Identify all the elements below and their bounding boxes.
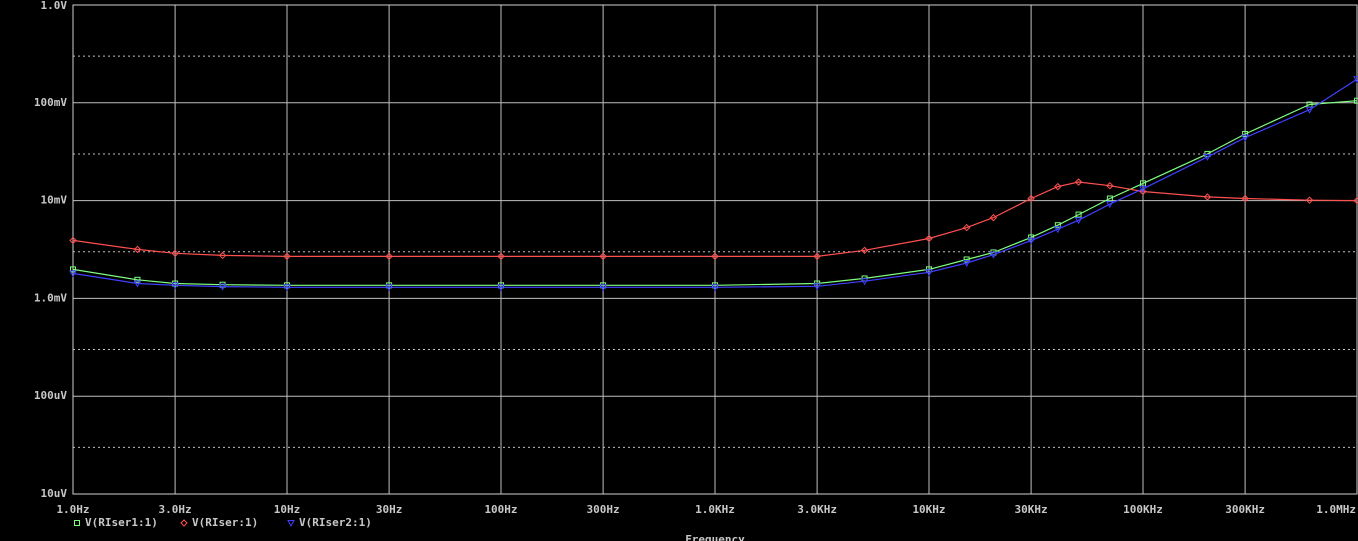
- marker: [989, 213, 998, 222]
- marker: [1106, 201, 1114, 209]
- marker: [171, 282, 179, 290]
- legend-label: V(RIser:1): [192, 516, 258, 529]
- marker: [860, 278, 869, 286]
- marker: [813, 252, 821, 261]
- marker: [1305, 196, 1314, 204]
- x-tick-label: 300Hz: [587, 503, 620, 516]
- marker: [1354, 97, 1358, 104]
- x-tick-label: 1.0Hz: [56, 503, 89, 516]
- marker: [925, 269, 933, 277]
- marker: [1241, 194, 1249, 203]
- marker: [1027, 194, 1035, 203]
- marker: [1074, 217, 1083, 225]
- x-tick-label: 300KHz: [1225, 503, 1265, 516]
- x-tick-label: 1.0KHz: [695, 503, 735, 516]
- marker: [283, 284, 291, 292]
- marker: [287, 520, 295, 528]
- marker: [74, 520, 80, 526]
- marker: [1203, 193, 1212, 201]
- marker: [1054, 182, 1062, 191]
- marker: [497, 252, 505, 261]
- marker: [133, 245, 142, 254]
- marker: [385, 284, 393, 292]
- marker: [963, 256, 970, 263]
- marker: [171, 249, 179, 258]
- series-line: [72, 78, 1358, 288]
- series-line: [72, 181, 1358, 257]
- marker: [69, 236, 77, 245]
- marker: [962, 260, 971, 268]
- marker: [283, 252, 291, 261]
- x-tick-label: 30KHz: [1015, 503, 1048, 516]
- marker: [385, 252, 393, 261]
- y-tick-label: 1.0mV: [34, 291, 67, 304]
- marker: [711, 284, 719, 292]
- x-tick-label: 1.0MHz: [1316, 503, 1356, 516]
- x-tick-label: 100Hz: [484, 503, 517, 516]
- y-tick-label: 100mV: [34, 96, 67, 109]
- marker: [989, 251, 998, 259]
- x-tick-label: 100KHz: [1123, 503, 1163, 516]
- marker: [1241, 134, 1249, 142]
- marker: [70, 266, 76, 273]
- marker: [69, 270, 77, 278]
- marker: [1053, 226, 1062, 234]
- marker: [180, 519, 188, 527]
- legend-label: V(RIser1:1): [85, 516, 158, 529]
- marker: [860, 246, 869, 255]
- marker: [218, 251, 227, 260]
- x-tick-label: 3.0KHz: [797, 503, 837, 516]
- marker: [1054, 222, 1061, 229]
- marker: [1075, 211, 1082, 218]
- marker: [1139, 187, 1147, 196]
- marker: [599, 252, 607, 261]
- marker: [925, 234, 933, 243]
- marker: [1106, 181, 1114, 190]
- marker: [1074, 178, 1083, 186]
- x-tick-label: 10Hz: [274, 503, 301, 516]
- marker: [711, 252, 719, 261]
- legend-label: V(RIser2:1): [299, 516, 372, 529]
- marker: [1027, 237, 1035, 245]
- marker: [1305, 106, 1314, 114]
- marker: [599, 284, 607, 292]
- x-axis-label: Frequency: [685, 533, 745, 541]
- x-tick-label: 10KHz: [912, 503, 945, 516]
- marker: [1353, 76, 1358, 84]
- x-tick-label: 3.0Hz: [159, 503, 192, 516]
- y-tick-label: 10mV: [41, 194, 68, 207]
- marker: [1242, 130, 1249, 137]
- plot-frame: [72, 4, 1358, 495]
- y-tick-label: 1.0V: [41, 0, 68, 12]
- y-tick-label: 100uV: [34, 389, 67, 402]
- marker: [133, 280, 142, 288]
- marker: [497, 284, 505, 292]
- marker: [218, 283, 227, 291]
- y-tick-label: 10uV: [41, 487, 68, 500]
- marker: [134, 276, 141, 283]
- marker: [1353, 196, 1358, 205]
- x-tick-label: 30Hz: [376, 503, 403, 516]
- marker: [962, 223, 971, 232]
- marker: [1203, 153, 1212, 161]
- marker: [1106, 195, 1113, 202]
- marker: [1139, 185, 1147, 193]
- marker: [813, 283, 821, 291]
